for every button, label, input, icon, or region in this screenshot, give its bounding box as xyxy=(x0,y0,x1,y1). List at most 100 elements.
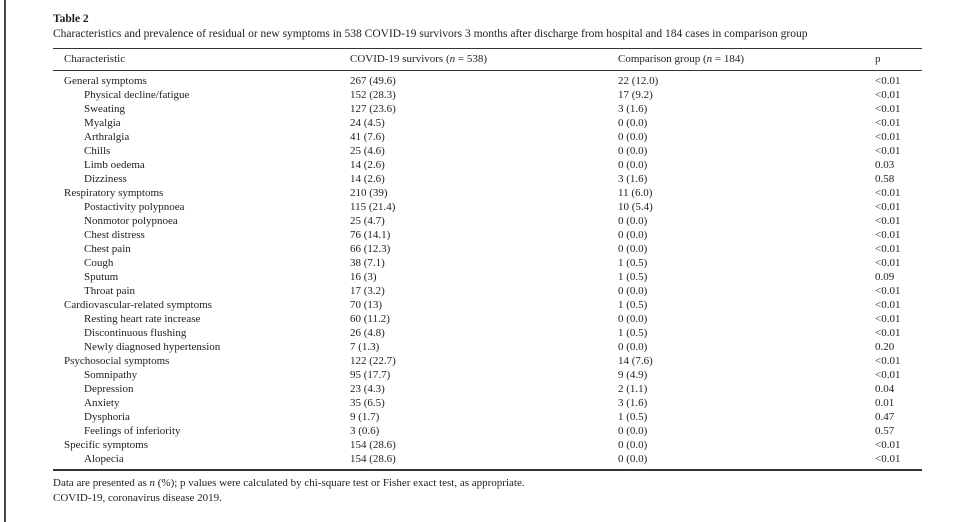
cell-p-value: <0.01 xyxy=(875,117,901,129)
table-label: Table 2 xyxy=(53,13,89,25)
cell-comparison: 14 (7.6) xyxy=(618,355,653,367)
cell-survivors: 24 (4.5) xyxy=(350,117,385,129)
cell-comparison: 2 (1.1) xyxy=(618,383,648,395)
cell-survivors: 154 (28.6) xyxy=(350,453,396,465)
cell-p-value: 0.04 xyxy=(875,383,895,395)
cell-comparison: 1 (0.5) xyxy=(618,327,648,339)
cell-survivors: 154 (28.6) xyxy=(350,439,396,451)
cell-comparison: 0 (0.0) xyxy=(618,243,648,255)
cell-comparison: 3 (1.6) xyxy=(618,103,648,115)
table-row: Nonmotor polypnoea 25 (4.7) 0 (0.0) <0.01 xyxy=(53,214,922,228)
cell-comparison: 22 (12.0) xyxy=(618,75,659,87)
cell-comparison: 0 (0.0) xyxy=(618,159,648,171)
page-left-border-line xyxy=(4,0,6,522)
cell-p-value: 0.20 xyxy=(875,341,895,353)
cell-characteristic: Throat pain xyxy=(84,285,136,297)
cell-comparison: 0 (0.0) xyxy=(618,439,648,451)
cell-survivors: 25 (4.6) xyxy=(350,145,385,157)
cell-p-value: 0.03 xyxy=(875,159,895,171)
table-row: Sweating 127 (23.6) 3 (1.6) <0.01 xyxy=(53,102,922,116)
cell-p-value: <0.01 xyxy=(875,103,901,115)
table-row: Postactivity polypnoea 115 (21.4) 10 (5.4)… xyxy=(53,200,922,214)
cell-p-value: <0.01 xyxy=(875,243,901,255)
table-row: Myalgia 24 (4.5) 0 (0.0) <0.01 xyxy=(53,116,922,130)
table-row: Alopecia 154 (28.6) 0 (0.0) <0.01 xyxy=(53,452,922,470)
col-header-survivors-n: n xyxy=(449,53,456,65)
cell-comparison: 17 (9.2) xyxy=(618,89,653,101)
header-row: Characteristic COVID-19 survivors (n = 5… xyxy=(53,48,922,71)
cell-survivors: 35 (6.5) xyxy=(350,397,385,409)
table-row: Arthralgia 41 (7.6) 0 (0.0) <0.01 xyxy=(53,130,922,144)
cell-characteristic: Alopecia xyxy=(84,453,124,465)
cell-p-value: <0.01 xyxy=(875,453,901,465)
cell-p-value: <0.01 xyxy=(875,187,901,199)
cell-survivors: 38 (7.1) xyxy=(350,257,385,269)
cell-p-value: 0.47 xyxy=(875,411,895,423)
footnote-1-rest: (%); p values were calculated by chi-squ… xyxy=(155,477,525,489)
table-row: Chest distress 76 (14.1) 0 (0.0) <0.01 xyxy=(53,228,922,242)
cell-p-value: <0.01 xyxy=(875,439,901,451)
table-row: Dysphoria 9 (1.7) 1 (0.5) 0.47 xyxy=(53,410,922,424)
cell-comparison: 1 (0.5) xyxy=(618,299,648,311)
cell-survivors: 41 (7.6) xyxy=(350,131,385,143)
table-row: Somnipathy 95 (17.7) 9 (4.9) <0.01 xyxy=(53,368,922,382)
cell-comparison: 0 (0.0) xyxy=(618,285,648,297)
cell-comparison: 3 (1.6) xyxy=(618,397,648,409)
col-header-survivors: COVID-19 survivors (n = 538) xyxy=(350,48,618,71)
col-header-survivors-text: COVID-19 survivors ( xyxy=(350,53,450,65)
cell-p-value: 0.58 xyxy=(875,173,895,185)
cell-survivors: 70 (13) xyxy=(350,299,383,311)
table-row: Chest pain 66 (12.3) 0 (0.0) <0.01 xyxy=(53,242,922,256)
cell-comparison: 0 (0.0) xyxy=(618,131,648,143)
cell-characteristic: Myalgia xyxy=(84,117,121,129)
table-row: Newly diagnosed hypertension 7 (1.3) 0 (0.… xyxy=(53,340,922,354)
cell-comparison: 0 (0.0) xyxy=(618,145,648,157)
cell-p-value: <0.01 xyxy=(875,201,901,213)
cell-survivors: 115 (21.4) xyxy=(350,201,396,213)
table-row: Physical decline/fatigue 152 (28.3) 17 (9.… xyxy=(53,88,922,102)
cell-characteristic: Limb oedema xyxy=(84,159,145,171)
cell-survivors: 267 (49.6) xyxy=(350,75,396,87)
cell-p-value: <0.01 xyxy=(875,355,901,367)
cell-characteristic: Specific symptoms xyxy=(64,439,149,451)
table-footnotes: Data are presented as n (%); p values we… xyxy=(53,476,922,506)
cell-survivors: 127 (23.6) xyxy=(350,103,396,115)
table-row: Cough 38 (7.1) 1 (0.5) <0.01 xyxy=(53,256,922,270)
cell-characteristic: Chest distress xyxy=(84,229,145,241)
cell-characteristic: Chills xyxy=(84,145,111,157)
cell-survivors: 16 (3) xyxy=(350,271,377,283)
table-header: Characteristic COVID-19 survivors (n = 5… xyxy=(53,48,922,71)
table-row: Respiratory symptoms 210 (39) 11 (6.0) <0.0… xyxy=(53,186,922,200)
cell-characteristic: Chest pain xyxy=(84,243,131,255)
cell-survivors: 14 (2.6) xyxy=(350,159,385,171)
cell-comparison: 3 (1.6) xyxy=(618,173,648,185)
col-header-p: p xyxy=(875,48,922,71)
footnote-abbreviation: COVID-19, coronavirus disease 2019. xyxy=(53,492,222,504)
cell-p-value: 0.09 xyxy=(875,271,895,283)
cell-p-value: <0.01 xyxy=(875,285,901,297)
footnote-1-n: n xyxy=(149,477,156,489)
footnote-1-text: Data are presented as xyxy=(53,477,150,489)
cell-comparison: 0 (0.0) xyxy=(618,229,648,241)
table-row: Sputum 16 (3) 1 (0.5) 0.09 xyxy=(53,270,922,284)
cell-characteristic: Psychosocial symptoms xyxy=(64,355,170,367)
cell-comparison: 1 (0.5) xyxy=(618,411,648,423)
table-caption: Characteristics and prevalence of residu… xyxy=(53,28,808,40)
cell-p-value: <0.01 xyxy=(875,75,901,87)
cell-survivors: 3 (0.6) xyxy=(350,425,380,437)
cell-comparison: 1 (0.5) xyxy=(618,257,648,269)
cell-p-value: <0.01 xyxy=(875,257,901,269)
col-header-comparison-count: = 184) xyxy=(712,53,744,65)
cell-survivors: 25 (4.7) xyxy=(350,215,385,227)
cell-p-value: <0.01 xyxy=(875,313,901,325)
cell-survivors: 210 (39) xyxy=(350,187,388,199)
table-body: General symptoms 267 (49.6) 22 (12.0) <0.01… xyxy=(53,71,922,470)
col-header-comparison-text: Comparison group ( xyxy=(618,53,707,65)
cell-characteristic: Sweating xyxy=(84,103,125,115)
cell-p-value: <0.01 xyxy=(875,327,901,339)
cell-characteristic: Dysphoria xyxy=(84,411,130,423)
cell-survivors: 7 (1.3) xyxy=(350,341,380,353)
cell-characteristic: Cough xyxy=(84,257,114,269)
table-row: Feelings of inferiority 3 (0.6) 0 (0.0) 0.5… xyxy=(53,424,922,438)
cell-survivors: 152 (28.3) xyxy=(350,89,396,101)
